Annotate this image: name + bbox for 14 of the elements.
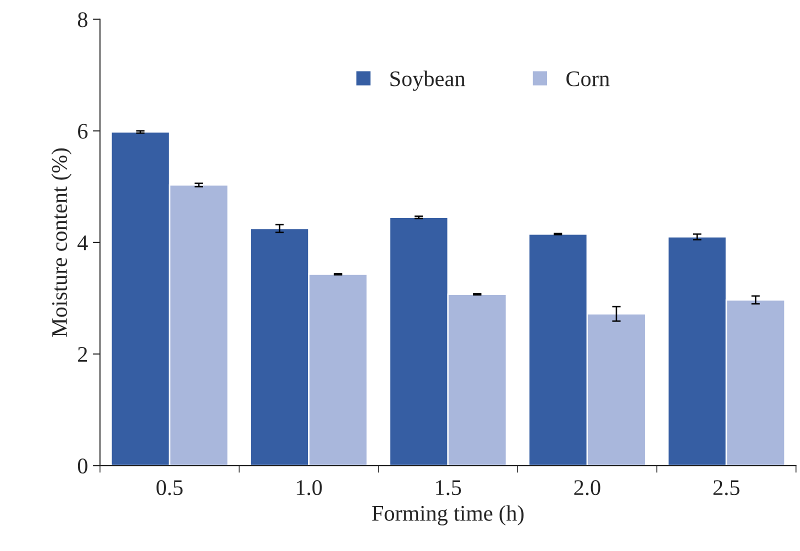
- y-tick-label: 0: [78, 458, 88, 474]
- legend-label: Soybean: [390, 70, 466, 91]
- x-tick-label: 1.0: [296, 480, 322, 496]
- y-tick-label: 6: [78, 124, 88, 139]
- x-axis-title: Forming time (h): [372, 505, 524, 526]
- y-axis-title: Moisture content (%): [51, 148, 72, 337]
- x-tick-label: 0.5: [156, 480, 183, 496]
- y-tick-label: 2: [78, 347, 87, 362]
- y-tick-label: 4: [78, 236, 88, 250]
- x-tick-label: 1.5: [436, 480, 462, 496]
- y-tick-label: 8: [78, 12, 88, 28]
- x-tick-label: 2.0: [574, 480, 600, 496]
- legend-label: Corn: [566, 71, 610, 86]
- x-tick-label: 2.5: [713, 480, 740, 496]
